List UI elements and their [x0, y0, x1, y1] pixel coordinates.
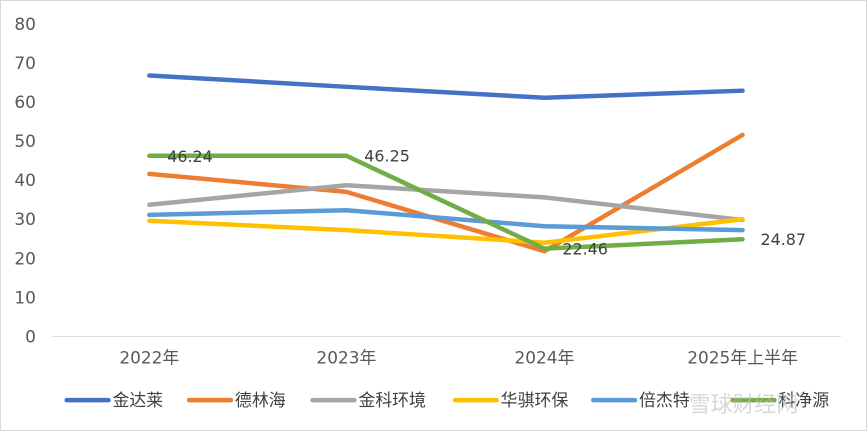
y-tick-label: 30: [14, 209, 36, 229]
y-tick-label: 60: [14, 92, 36, 112]
x-tick-label: 2022年: [119, 347, 179, 367]
legend: 金达莱 德林海 金科环境 华骐环保 倍杰特 科净源: [64, 390, 829, 410]
legend-label: 科净源: [778, 390, 829, 410]
y-tick-label: 80: [14, 14, 36, 34]
data-label: 22.46: [562, 240, 608, 259]
y-tick-label: 20: [14, 248, 36, 268]
data-label: 46.24: [167, 147, 213, 166]
legend-label: 华骐环保: [501, 390, 569, 410]
x-tick-label: 2025年上半年: [687, 347, 798, 367]
data-label: 24.87: [760, 230, 806, 249]
y-tick-label: 0: [25, 326, 36, 346]
series-line-4: [147, 207, 745, 233]
y-tick-label: 70: [14, 53, 36, 73]
x-tick-label: 2023年: [316, 347, 376, 367]
y-tick-label: 50: [14, 131, 36, 151]
series-line-1: [147, 132, 745, 254]
y-axis-ticks: 0 10 20 30 40 50 60 70 80: [14, 14, 36, 347]
y-tick-label: 40: [14, 170, 36, 190]
legend-label: 金科环境: [358, 390, 426, 410]
data-labels: 46.24 46.25 22.46 24.87: [167, 147, 806, 259]
series-line-5: [147, 153, 745, 251]
series-line-0: [147, 73, 745, 100]
y-tick-label: 10: [14, 287, 36, 307]
series-line-2: [147, 183, 745, 223]
legend-label: 德林海: [235, 390, 286, 410]
data-label: 46.25: [364, 147, 410, 166]
watermark: 雪球财经网: [689, 393, 798, 418]
series-line-3: [147, 217, 745, 245]
legend-label: 金达莱: [112, 390, 163, 410]
x-axis-ticks: 2022年 2023年 2024年 2025年上半年: [119, 347, 798, 367]
x-tick-label: 2024年: [515, 347, 575, 367]
series-lines: [147, 73, 745, 254]
legend-label: 倍杰特: [639, 390, 690, 410]
